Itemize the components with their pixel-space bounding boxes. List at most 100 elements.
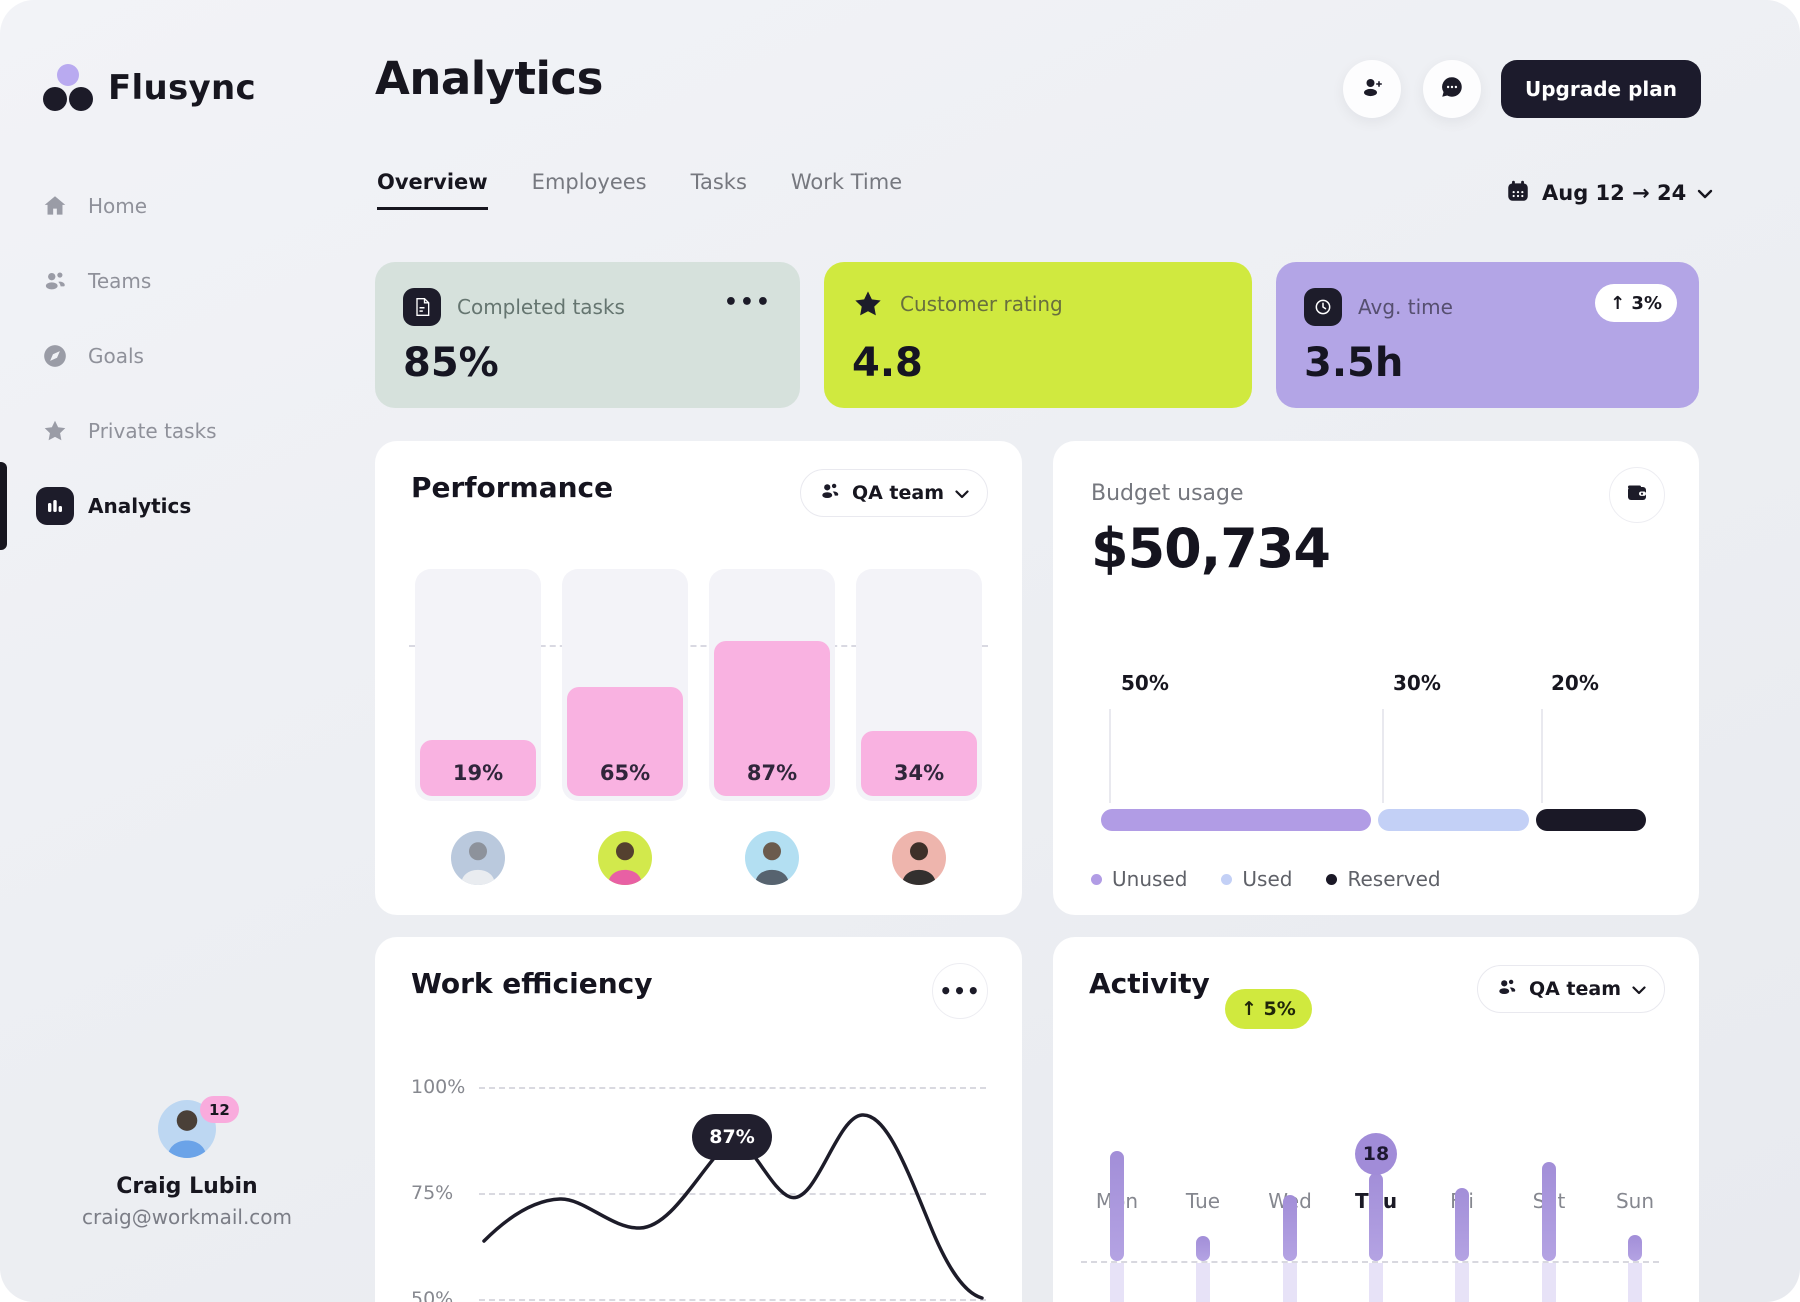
bar-value-label: 34% <box>893 761 945 785</box>
sidebar-item-label: Private tasks <box>88 419 217 443</box>
budget-card: Budget usage $50,734 50% 30% 20% Unused … <box>1053 441 1699 915</box>
sidebar-item-label: Goals <box>88 344 144 368</box>
sidebar-item-private-tasks[interactable]: Private tasks <box>0 408 360 454</box>
bar-chart-icon <box>36 487 74 525</box>
activity-bar-below <box>1196 1263 1210 1302</box>
people-icon <box>1496 976 1518 1003</box>
tab-overview[interactable]: Overview <box>377 170 488 210</box>
bar-track: 34% <box>856 569 982 801</box>
activity-team-selector[interactable]: QA team <box>1476 965 1665 1013</box>
segment-reserved <box>1535 809 1646 831</box>
sidebar-item-home[interactable]: Home <box>0 183 360 229</box>
bar-fill <box>420 740 536 796</box>
people-icon <box>41 267 69 295</box>
bar-track: 19% <box>415 569 541 801</box>
sidebar-item-label: Analytics <box>88 494 192 518</box>
card-menu-button[interactable]: ••• <box>932 963 988 1019</box>
stat-value: 4.8 <box>852 340 923 386</box>
sidebar-item-goals[interactable]: Goals <box>0 333 360 379</box>
bar-value-label: 87% <box>746 761 798 785</box>
bar-value-label: 19% <box>452 761 504 785</box>
brand-name: Flusync <box>108 68 256 108</box>
compass-icon <box>41 342 69 370</box>
flusync-logo-icon <box>43 64 93 111</box>
activity-bar-thu <box>1369 1173 1383 1261</box>
team-selector-label: QA team <box>1528 978 1621 1000</box>
star-icon <box>41 417 69 445</box>
performance-team-selector[interactable]: QA team <box>799 469 988 517</box>
stat-value: 85% <box>403 340 499 386</box>
chevron-down-icon <box>1632 978 1646 1000</box>
day-label-sun: Sun <box>1615 1189 1655 1213</box>
sidebar-item-label: Teams <box>88 269 152 293</box>
calendar-icon <box>1505 178 1531 208</box>
avatar <box>892 831 946 885</box>
user-email: craig@workmail.com <box>81 1205 293 1229</box>
legend-label: Reserved <box>1347 867 1441 891</box>
legend-dot <box>1326 873 1338 885</box>
activity-bar-below <box>1110 1263 1124 1302</box>
activity-value-badge: 18 <box>1355 1133 1397 1175</box>
activity-bar-mon <box>1110 1151 1124 1261</box>
legend-label: Used <box>1242 867 1293 891</box>
wallet-button[interactable] <box>1609 467 1665 523</box>
segment-label: 30% <box>1393 671 1441 695</box>
people-icon <box>819 480 841 507</box>
stat-card-customer-rating: Customer rating 4.8 <box>824 262 1252 408</box>
segment-used <box>1377 809 1529 831</box>
avatar <box>745 831 799 885</box>
notification-badge: 12 <box>200 1096 239 1123</box>
card-menu-button[interactable]: ••• <box>723 290 772 315</box>
sidebar-item-teams[interactable]: Teams <box>0 258 360 304</box>
document-icon <box>403 288 441 326</box>
budget-title: Budget usage <box>1091 481 1244 506</box>
star-filled-icon <box>852 288 884 320</box>
bar-fill <box>567 686 683 796</box>
page-title: Analytics <box>375 52 603 105</box>
budget-amount: $50,734 <box>1091 517 1331 580</box>
activity-bar-wed <box>1283 1195 1297 1261</box>
budget-legend: Unused Used Reserved <box>1091 867 1441 891</box>
segment-label: 50% <box>1121 671 1169 695</box>
legend-item-unused: Unused <box>1091 867 1187 891</box>
date-range-picker[interactable]: Aug 12 → 24 <box>1505 178 1713 208</box>
tab-work-time[interactable]: Work Time <box>790 170 903 194</box>
legend-dot <box>1221 873 1233 885</box>
upgrade-plan-label: Upgrade plan <box>1525 77 1677 101</box>
chat-button[interactable] <box>1423 60 1481 118</box>
legend-item-reserved: Reserved <box>1326 867 1441 891</box>
sidebar-item-analytics[interactable]: Analytics <box>0 483 360 529</box>
ellipsis-icon: ••• <box>939 979 981 1003</box>
segment-unused <box>1101 809 1371 831</box>
bar-track: 87% <box>709 569 835 801</box>
activity-bar-tue <box>1196 1236 1210 1261</box>
activity-trend-badge: ↑ 5% <box>1225 989 1312 1029</box>
activity-bar-below <box>1283 1263 1297 1302</box>
activity-bar-sun <box>1628 1235 1642 1261</box>
clock-icon <box>1304 288 1342 326</box>
add-user-button[interactable] <box>1343 60 1401 118</box>
activity-bar-below <box>1455 1263 1469 1302</box>
upgrade-plan-button[interactable]: Upgrade plan <box>1501 60 1701 118</box>
segment-label: 20% <box>1551 671 1599 695</box>
bar-fill <box>861 731 977 796</box>
trend-badge: ↑ 3% <box>1595 284 1677 322</box>
day-label-tue: Tue <box>1185 1189 1221 1213</box>
tab-bar: Overview Employees Tasks Work Time <box>377 170 902 210</box>
stat-card-avg-time: Avg. time ↑ 3% 3.5h <box>1276 262 1699 408</box>
activity-bar-fri <box>1455 1188 1469 1261</box>
bar-fill <box>714 640 830 796</box>
gridline-75 <box>479 1193 986 1195</box>
team-selector-label: QA team <box>851 482 944 504</box>
tab-tasks[interactable]: Tasks <box>690 170 747 194</box>
y-axis-tick: 75% <box>411 1182 454 1204</box>
sidebar-user[interactable]: 12 Craig Lubin craig@workmail.com <box>27 1096 347 1229</box>
performance-card: Performance QA team 19% 65% 87% <box>375 441 1022 915</box>
activity-title: Activity <box>1089 967 1210 1000</box>
peak-value-badge: 87% <box>692 1114 772 1160</box>
tab-employees[interactable]: Employees <box>531 170 647 194</box>
activity-card: Activity ↑ 5% QA team Mon Tue Wed Thu Fr… <box>1053 937 1699 1302</box>
add-user-icon <box>1360 75 1384 103</box>
chevron-down-icon <box>1697 184 1713 203</box>
